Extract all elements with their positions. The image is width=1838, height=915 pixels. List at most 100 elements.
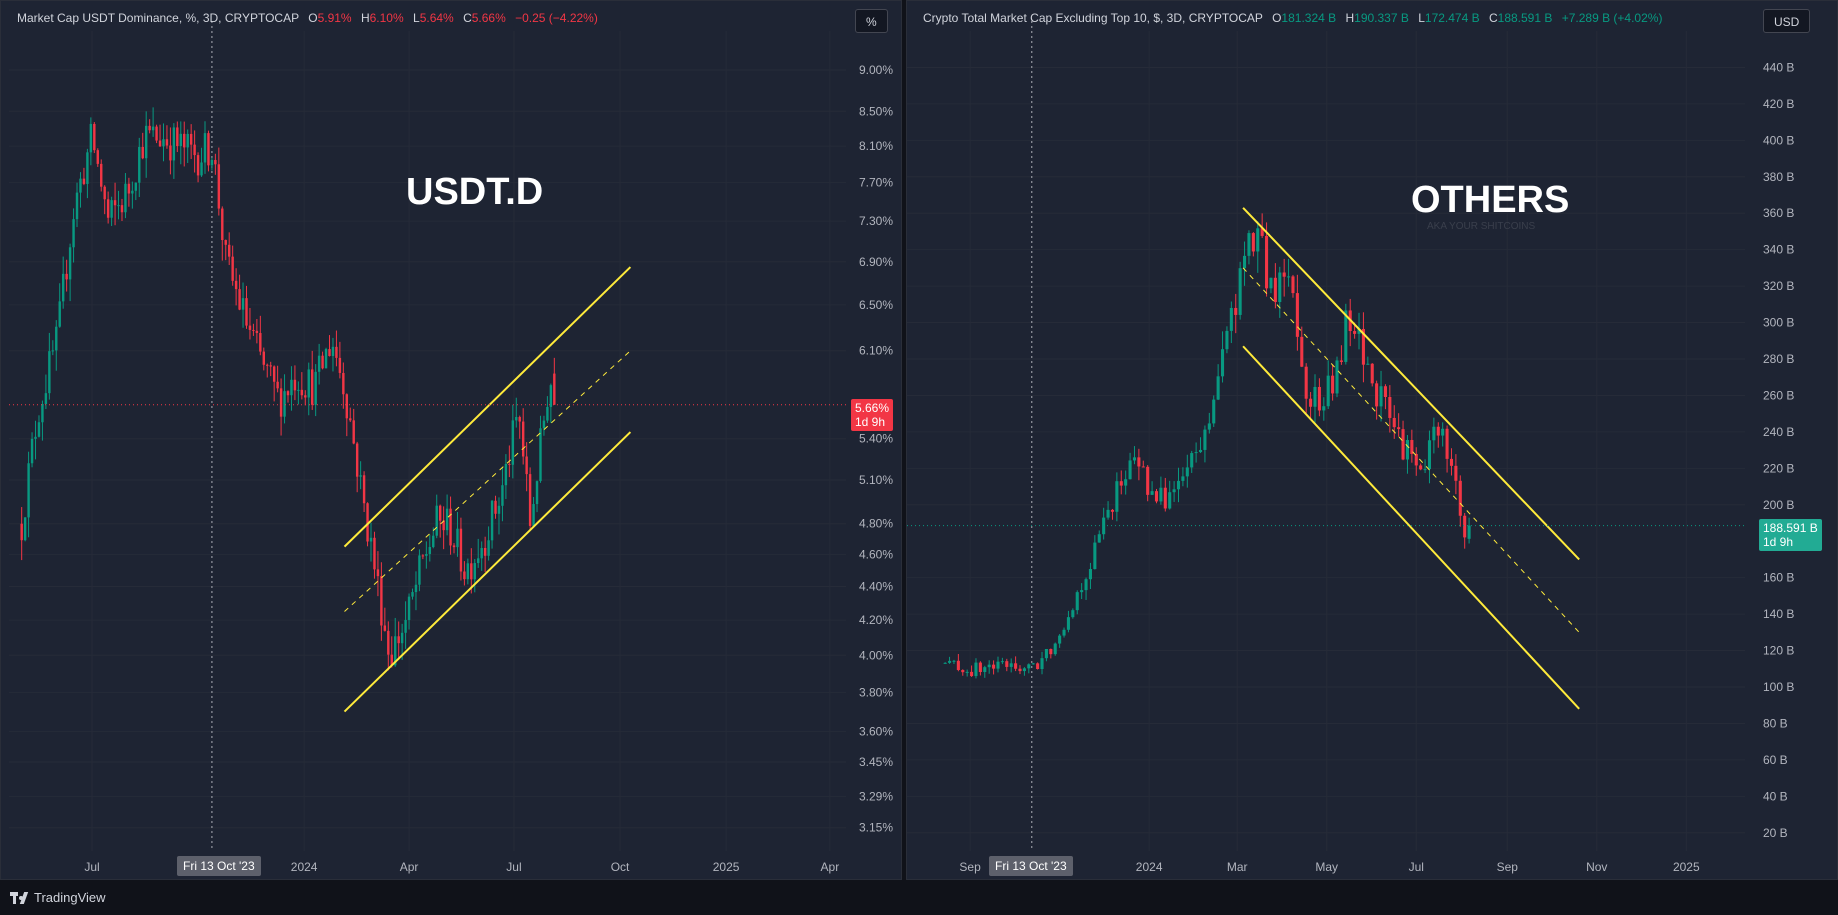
candle-body [525,456,528,475]
candle-body [183,133,186,148]
candle-body [956,660,960,670]
candle-body [1137,457,1141,467]
candle-body [113,200,117,206]
y-tick-label: 6.50% [859,298,893,312]
candle-body [1018,668,1022,672]
candle-body [1291,276,1295,294]
y-tick-label: 3.45% [859,755,893,769]
others-chart-pane[interactable]: 440 B 420 B 400 B 380 B 360 B 340 B 320 B 300 B… [906,0,1838,880]
y-tick-label: 440 B [1763,60,1794,74]
candle-body [1071,610,1075,618]
candle-body [110,200,113,218]
candle-body [1353,331,1357,334]
candle-body [304,395,307,398]
candle-body [179,133,182,147]
candle-body [432,535,435,548]
candle-body [497,505,501,514]
candle-body [44,393,48,404]
candle-body [138,146,141,183]
candle-body [1463,515,1467,538]
candle-body [418,555,421,585]
y-tick-label: 4.60% [859,547,893,561]
candle-body [463,571,466,580]
candle-body [1066,617,1070,630]
right-watermark-sublabel: AKA YOUR SHITCOINS [1427,221,1536,232]
candle-body [100,163,103,187]
candle-body [404,619,407,633]
candle-body [1467,525,1471,539]
candle-body [221,208,224,241]
candle-body [286,391,290,396]
x-tick-label: 2024 [1136,860,1163,874]
channel-upper-line [1242,207,1580,561]
y-tick-label: 3.80% [859,685,893,699]
candle-body [397,636,400,644]
candle-body [134,182,138,191]
candle-body [1366,363,1370,365]
candle-body [411,592,414,597]
candle-body [1049,649,1053,655]
candle-body [494,500,497,514]
candle-body [342,372,345,395]
candle-body [1309,398,1313,407]
left-unit-button[interactable]: % [855,9,888,33]
candle-body [1075,592,1079,611]
y-tick-label: 9.00% [859,63,893,77]
candle-body [480,548,483,559]
candle-body [297,389,300,391]
x-tick-label: Jul [84,860,99,874]
candle-body [414,584,418,593]
candle-body [1335,360,1339,394]
y-tick-label: 220 B [1763,461,1794,475]
candle-body [352,420,355,444]
others-market-cap-chart[interactable]: 440 B 420 B 400 B 380 B 360 B 340 B 320 B 300 B… [907,1,1838,881]
y-tick-label: 7.70% [859,176,893,190]
right-unit-button[interactable]: USD [1763,9,1811,33]
right-legend-open-label: O [1272,11,1282,25]
candle-body [269,365,272,367]
candle-body [1361,328,1365,365]
candle-body [1454,465,1458,481]
right-legend-change: +7.289 B (+4.02%) [1561,11,1663,25]
candle-body [1392,417,1396,428]
y-tick-label: 4.00% [859,648,893,662]
candle-body [1388,397,1392,418]
candle-body [466,563,470,580]
candle-body [1185,467,1189,477]
candle-body [1313,386,1317,407]
candle-body [72,219,75,248]
right-legend-close-value: 188.591 B [1497,11,1553,25]
candle-body [172,127,176,161]
candle-body [162,139,165,147]
candle-body [1005,661,1009,667]
candle-body [290,379,293,396]
candle-body [974,662,978,677]
right-legend-close-label: C [1488,11,1498,25]
candle-body [207,133,210,166]
candle-body [1181,476,1185,481]
candle-body [41,403,44,423]
candle-body [442,520,445,531]
candle-body [238,289,241,310]
left-legend-open-label: O [308,11,318,25]
candle-body [1251,233,1255,252]
candle-body [1093,542,1097,570]
y-tick-label: 80 B [1763,716,1788,730]
right-legend-open-value: 181.324 B [1281,11,1337,25]
candle-body [1375,383,1379,407]
candle-body [549,385,553,407]
candle-body [1326,375,1330,407]
candle-body [504,463,508,486]
candle-body [61,273,65,302]
candle-body [1405,440,1409,460]
y-tick-label: 240 B [1763,425,1794,439]
usdt-dominance-chart[interactable]: 9.00% 8.50% 8.10% 7.70% 7.30% 6.90% 6.50% 6.10%… [1,1,903,881]
candle-body [1278,272,1282,303]
candle-body [518,417,521,422]
usdt-dominance-chart-pane[interactable]: 9.00% 8.50% 8.10% 7.70% 7.30% 6.90% 6.50% 6.10%… [0,0,902,880]
candle-body [48,351,51,394]
candle-body [1132,457,1137,461]
x-tick-label: Sep [1497,860,1519,874]
candle-body [117,205,120,207]
candle-body [1256,228,1260,252]
